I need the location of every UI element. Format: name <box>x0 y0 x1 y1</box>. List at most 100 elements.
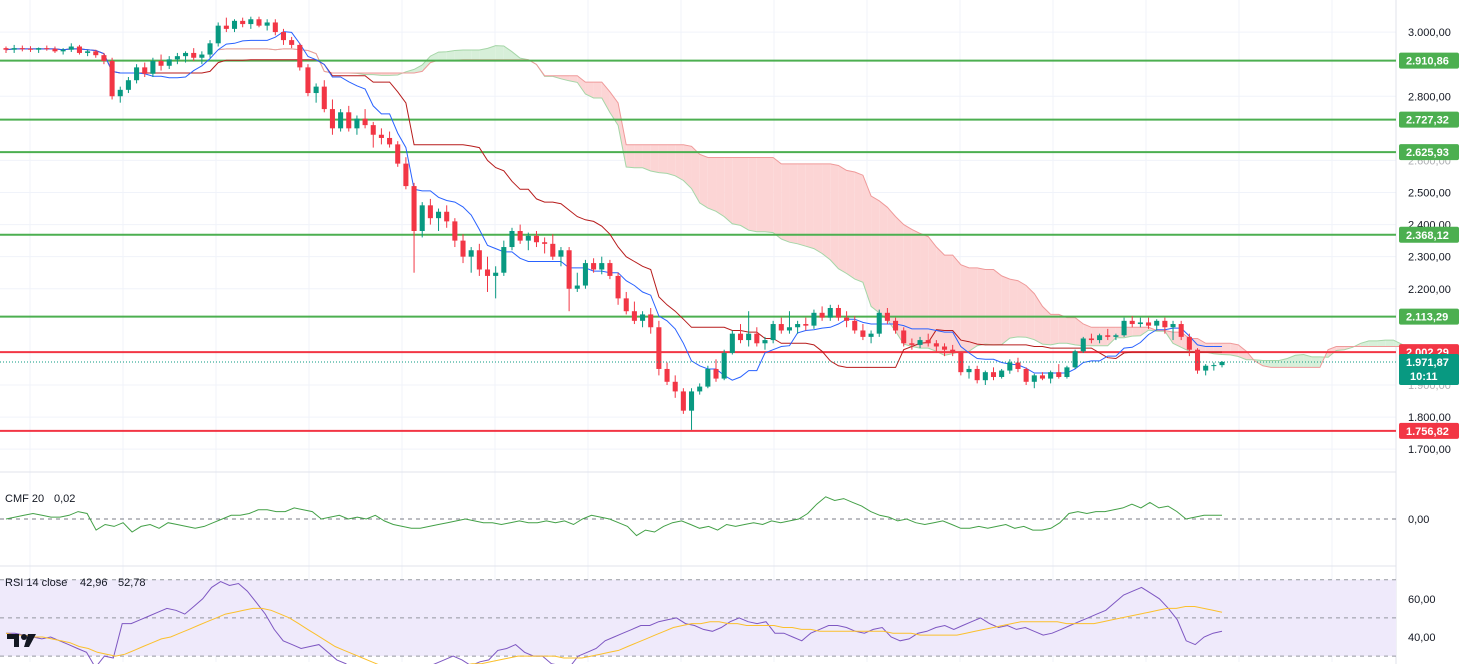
candle[interactable] <box>346 106 351 132</box>
candle[interactable] <box>844 311 849 327</box>
candle[interactable] <box>28 46 33 52</box>
candle[interactable] <box>1211 363 1216 371</box>
candle[interactable] <box>730 330 735 354</box>
candle[interactable] <box>452 218 457 247</box>
candle[interactable] <box>567 247 572 311</box>
candle[interactable] <box>436 209 441 231</box>
candle[interactable] <box>338 109 343 131</box>
candle[interactable] <box>36 47 41 52</box>
candle[interactable] <box>1130 316 1135 327</box>
candle[interactable] <box>616 273 621 305</box>
candle[interactable] <box>1138 318 1143 328</box>
candle[interactable] <box>607 260 612 279</box>
candle[interactable] <box>852 316 857 334</box>
candle[interactable] <box>330 99 335 134</box>
candle[interactable] <box>836 305 841 321</box>
candle[interactable] <box>469 247 474 273</box>
candle[interactable] <box>820 306 825 320</box>
candle[interactable] <box>779 318 784 334</box>
candle[interactable] <box>52 47 57 53</box>
candle[interactable] <box>460 234 465 263</box>
candle[interactable] <box>395 141 400 167</box>
candle[interactable] <box>428 199 433 225</box>
candle[interactable] <box>803 318 808 331</box>
candle[interactable] <box>501 241 506 276</box>
candle[interactable] <box>12 45 17 53</box>
candle[interactable] <box>1154 319 1159 330</box>
candle[interactable] <box>966 366 971 379</box>
candle[interactable] <box>648 308 653 334</box>
candle[interactable] <box>632 302 637 324</box>
candle[interactable] <box>297 43 302 70</box>
candle[interactable] <box>811 310 816 329</box>
candle[interactable] <box>975 366 980 384</box>
candle[interactable] <box>485 257 490 292</box>
candle[interactable] <box>771 321 776 343</box>
candle[interactable] <box>542 237 547 253</box>
candle[interactable] <box>1081 337 1086 353</box>
candle[interactable] <box>379 128 384 144</box>
candle[interactable] <box>681 388 686 414</box>
candle[interactable] <box>322 80 327 112</box>
candle[interactable] <box>289 37 294 48</box>
candle[interactable] <box>1203 364 1208 375</box>
candles[interactable] <box>3 17 1224 430</box>
candle[interactable] <box>265 19 270 30</box>
candle[interactable] <box>273 19 278 35</box>
candle[interactable] <box>787 311 792 333</box>
candle[interactable] <box>110 58 115 100</box>
candle[interactable] <box>224 18 229 32</box>
candle[interactable] <box>673 375 678 397</box>
candle[interactable] <box>738 324 743 343</box>
candle[interactable] <box>1056 364 1061 378</box>
candle[interactable] <box>640 311 645 327</box>
candle[interactable] <box>85 50 90 56</box>
candle[interactable] <box>1073 350 1078 369</box>
candle[interactable] <box>101 53 106 64</box>
candle[interactable] <box>371 122 376 148</box>
candle[interactable] <box>412 183 417 273</box>
candle[interactable] <box>477 244 482 276</box>
tradingview-logo[interactable] <box>6 630 40 650</box>
candle[interactable] <box>869 330 874 343</box>
candle[interactable] <box>795 321 800 334</box>
candle[interactable] <box>44 46 49 51</box>
candle[interactable] <box>232 19 237 32</box>
candle[interactable] <box>754 327 759 346</box>
candle[interactable] <box>860 324 865 340</box>
candle[interactable] <box>1015 358 1020 372</box>
candle[interactable] <box>314 83 319 102</box>
candle[interactable] <box>126 77 131 93</box>
candle[interactable] <box>583 260 588 289</box>
candle[interactable] <box>3 47 8 53</box>
candle[interactable] <box>624 292 629 314</box>
candle[interactable] <box>958 351 963 375</box>
candle[interactable] <box>656 321 661 376</box>
candle[interactable] <box>69 43 74 52</box>
candle[interactable] <box>1195 348 1200 374</box>
candle[interactable] <box>493 266 498 298</box>
candle[interactable] <box>534 231 539 247</box>
candle[interactable] <box>518 225 523 244</box>
candle[interactable] <box>199 51 204 64</box>
candle[interactable] <box>191 48 196 61</box>
candle[interactable] <box>387 132 392 148</box>
candle[interactable] <box>77 45 82 55</box>
candle[interactable] <box>705 366 710 388</box>
candle[interactable] <box>216 22 221 46</box>
candle[interactable] <box>403 157 408 189</box>
candle[interactable] <box>1032 374 1037 388</box>
candle[interactable] <box>248 17 253 29</box>
candle[interactable] <box>256 17 261 28</box>
candle[interactable] <box>305 64 310 96</box>
candle[interactable] <box>1048 371 1053 384</box>
candle[interactable] <box>722 350 727 380</box>
candle[interactable] <box>1064 366 1069 379</box>
candle[interactable] <box>1024 367 1029 385</box>
candle[interactable] <box>999 369 1004 379</box>
candle[interactable] <box>689 388 694 430</box>
candle[interactable] <box>991 367 996 380</box>
